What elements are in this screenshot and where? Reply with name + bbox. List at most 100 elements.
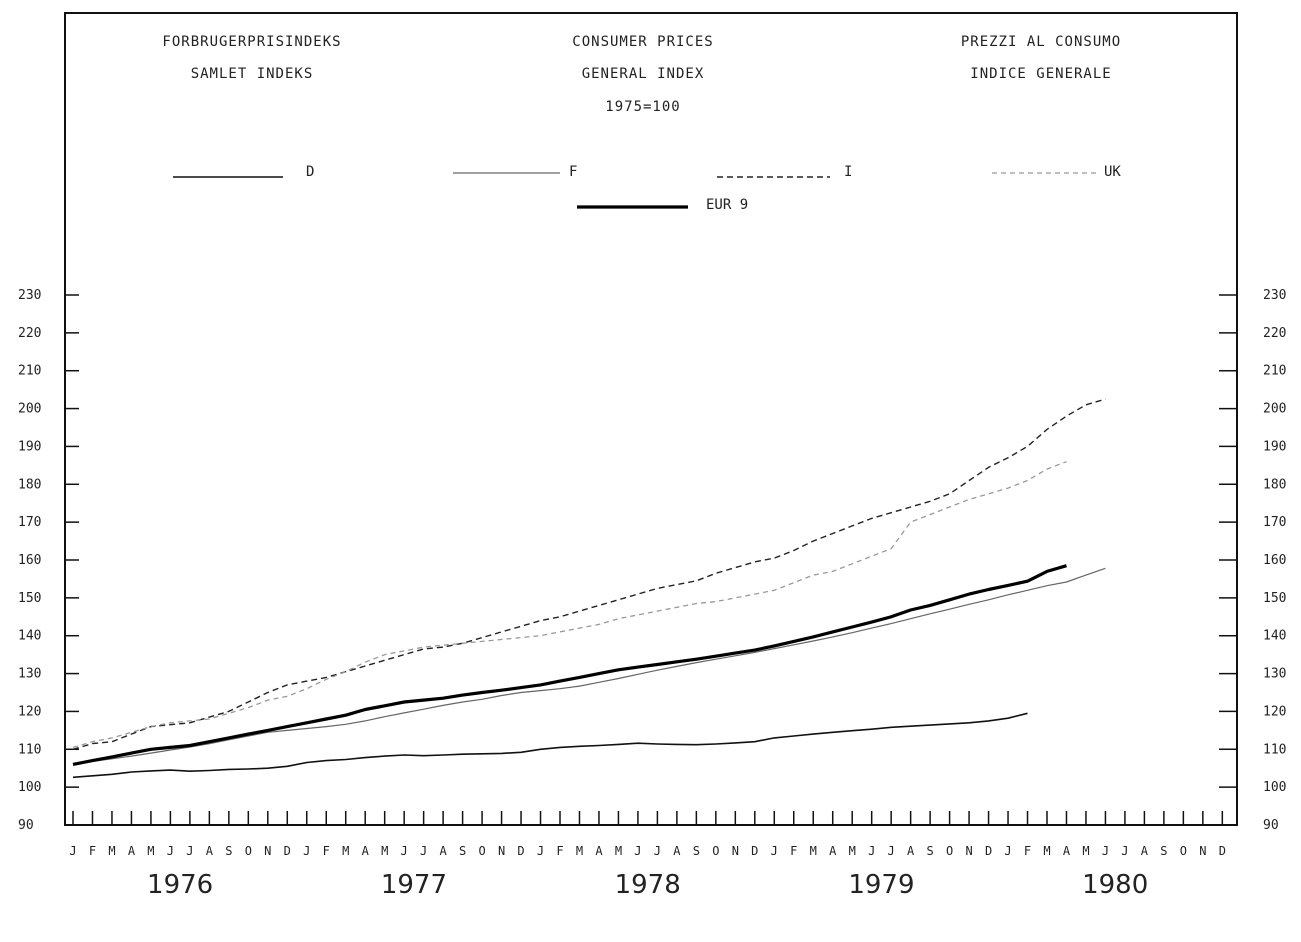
- x-month-label: M: [576, 844, 583, 858]
- x-month-label: N: [1199, 844, 1206, 858]
- x-month-label: D: [751, 844, 758, 858]
- x-year-label: 1980: [1082, 870, 1148, 900]
- x-month-label: F: [790, 844, 797, 858]
- x-year-label: 1977: [381, 870, 447, 900]
- x-month-label: M: [147, 844, 154, 858]
- x-month-label: J: [69, 844, 76, 858]
- x-month-label: N: [732, 844, 739, 858]
- x-month-label: M: [108, 844, 115, 858]
- x-month-label: N: [965, 844, 972, 858]
- y-tick-label-left: 140: [18, 629, 41, 644]
- y-tick-label-right: 230: [1263, 288, 1286, 303]
- y-tick-label-left: 170: [18, 515, 41, 530]
- x-year-label: 1978: [615, 870, 681, 900]
- y-tick-label-right: 100: [1263, 780, 1286, 795]
- x-month-label: J: [1102, 844, 1109, 858]
- y-tick-label-left: 220: [18, 326, 41, 341]
- x-month-label: O: [478, 844, 485, 858]
- y-tick-label-left: 130: [18, 667, 41, 682]
- legend-label-d: D: [306, 164, 315, 180]
- x-month-label: S: [693, 844, 700, 858]
- x-month-label: A: [1141, 844, 1149, 858]
- x-month-label: S: [1160, 844, 1167, 858]
- x-month-label: J: [537, 844, 544, 858]
- x-month-label: O: [245, 844, 252, 858]
- x-month-label: J: [888, 844, 895, 858]
- x-month-label: S: [225, 844, 232, 858]
- x-month-label: M: [342, 844, 349, 858]
- x-month-label: J: [654, 844, 661, 858]
- x-month-label: J: [634, 844, 641, 858]
- center-title: CONSUMER PRICES: [572, 34, 714, 50]
- x-month-label: N: [498, 844, 505, 858]
- y-tick-label-right: 210: [1263, 364, 1286, 379]
- left-title: FORBRUGERPRISINDEKS: [162, 34, 342, 50]
- legend-label-f: F: [569, 164, 578, 180]
- x-month-label: N: [264, 844, 271, 858]
- x-month-label: A: [595, 844, 603, 858]
- x-month-label: M: [849, 844, 856, 858]
- y-tick-label-left: 190: [18, 439, 41, 454]
- x-month-label: M: [810, 844, 817, 858]
- x-month-label: A: [128, 844, 136, 858]
- x-month-label: A: [362, 844, 370, 858]
- x-month-label: J: [401, 844, 408, 858]
- y-tick-label-right: 170: [1263, 515, 1286, 530]
- x-month-label: O: [1180, 844, 1187, 858]
- x-month-label: D: [517, 844, 524, 858]
- x-month-label: J: [303, 844, 310, 858]
- left-subtitle: SAMLET INDEKS: [190, 66, 314, 82]
- x-month-label: J: [167, 844, 174, 858]
- y-tick-label-left: 200: [18, 402, 41, 417]
- x-month-label: A: [673, 844, 681, 858]
- y-tick-label-right: 190: [1263, 439, 1286, 454]
- legend-label-i: I: [844, 164, 853, 180]
- series-line-uk: [72, 460, 1067, 749]
- y-tick-label-right: 220: [1263, 326, 1286, 341]
- right-title: PREZZI AL CONSUMO: [960, 34, 1122, 50]
- x-month-label: J: [186, 844, 193, 858]
- y-tick-label-left: 100: [18, 780, 41, 795]
- x-month-label: F: [323, 844, 330, 858]
- x-month-label: M: [1043, 844, 1050, 858]
- y-tick-label-right: 90: [1263, 818, 1279, 833]
- x-month-label: J: [420, 844, 427, 858]
- y-tick-label-right: 180: [1263, 477, 1286, 492]
- series-line-i: [72, 398, 1106, 750]
- x-month-label: O: [946, 844, 953, 858]
- x-year-label: 1979: [848, 870, 914, 900]
- y-tick-label-left: 180: [18, 477, 41, 492]
- x-month-label: J: [1004, 844, 1011, 858]
- y-tick-label-right: 120: [1263, 704, 1286, 719]
- y-tick-label-left: 90: [18, 818, 34, 833]
- x-month-label: M: [381, 844, 388, 858]
- x-month-label: A: [1063, 844, 1071, 858]
- y-tick-label-left: 150: [18, 591, 41, 606]
- x-month-label: M: [1082, 844, 1089, 858]
- legend-label-eur9: EUR 9: [706, 197, 749, 213]
- series-line-f: [72, 567, 1106, 765]
- y-tick-label-left: 210: [18, 364, 41, 379]
- x-month-label: D: [1219, 844, 1226, 858]
- y-tick-label-right: 160: [1263, 553, 1286, 568]
- x-month-label: S: [459, 844, 466, 858]
- series-line-eur9: [72, 564, 1067, 766]
- center-base-label: 1975=100: [605, 99, 681, 115]
- y-tick-label-left: 120: [18, 704, 41, 719]
- x-year-label: 1976: [147, 870, 213, 900]
- x-month-label: J: [771, 844, 778, 858]
- x-month-label: M: [615, 844, 622, 858]
- plot-frame: [64, 12, 1238, 826]
- x-month-label: D: [284, 844, 291, 858]
- y-tick-label-right: 200: [1263, 402, 1286, 417]
- x-month-label: O: [712, 844, 719, 858]
- x-month-label: A: [440, 844, 448, 858]
- y-tick-label-right: 150: [1263, 591, 1286, 606]
- x-month-label: A: [829, 844, 837, 858]
- y-tick-label-right: 140: [1263, 629, 1286, 644]
- center-subtitle: GENERAL INDEX: [581, 66, 705, 82]
- y-tick-label-left: 110: [18, 742, 41, 757]
- x-month-label: F: [89, 844, 96, 858]
- y-tick-label-right: 110: [1263, 742, 1286, 757]
